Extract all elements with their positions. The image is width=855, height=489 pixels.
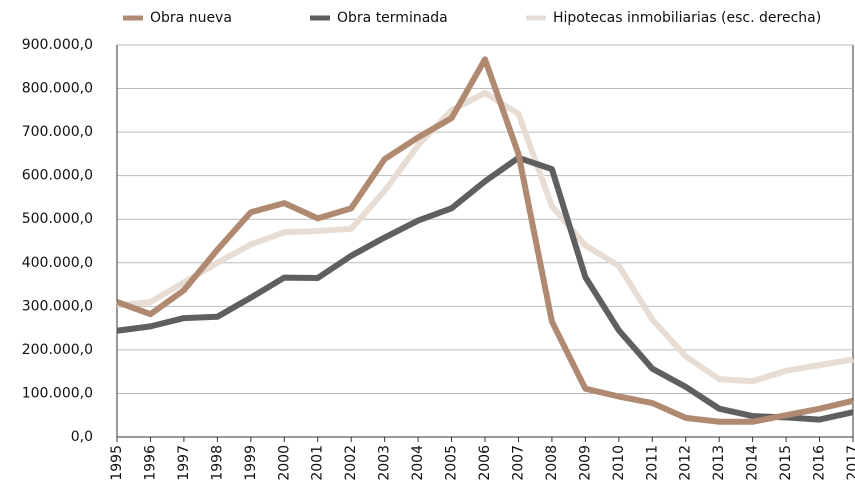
- x-tick-label: 1997: [176, 445, 192, 481]
- series-line: [116, 154, 854, 423]
- series-line: [116, 89, 854, 385]
- x-tick-label: 2007: [510, 445, 526, 481]
- series-line: [115, 56, 854, 425]
- x-tick-label: 2016: [812, 445, 828, 481]
- y-tick-label: 800.000,0: [22, 81, 93, 97]
- x-tick-label: 1998: [209, 445, 225, 481]
- x-tick-label: 2004: [410, 445, 426, 481]
- y-tick-label: 200.000,0: [22, 342, 93, 358]
- legend-label: Obra terminada: [337, 10, 448, 26]
- x-tick-label: 2015: [778, 445, 794, 481]
- y-tick-label: 500.000,0: [22, 211, 93, 227]
- y-tick-label: 900.000,0: [22, 37, 93, 53]
- x-tick-label: 2006: [477, 445, 493, 481]
- x-tick-label: 2000: [276, 445, 292, 481]
- y-tick-label: 0,0: [71, 429, 93, 445]
- x-tick-label: 2003: [377, 445, 393, 481]
- x-tick-label: 2002: [343, 445, 359, 481]
- x-tick-label: 2013: [711, 445, 727, 481]
- legend-label: Obra nueva: [150, 10, 232, 26]
- x-tick-label: 2005: [444, 445, 460, 481]
- x-tick-label: 2014: [745, 445, 761, 481]
- x-tick-label: 1996: [142, 445, 158, 481]
- x-tick-label: 2010: [611, 445, 627, 481]
- x-tick-label: 1999: [243, 445, 259, 481]
- x-tick-label: 2008: [544, 445, 560, 481]
- x-tick-label: 2012: [678, 445, 694, 481]
- x-tick-label: 1995: [109, 445, 125, 481]
- x-tick-label: 2001: [310, 445, 326, 481]
- y-tick-label: 600.000,0: [22, 168, 93, 184]
- y-tick-label: 300.000,0: [22, 298, 93, 314]
- x-tick-label: 2009: [577, 445, 593, 481]
- legend-label: Hipotecas inmobiliarias (esc. derecha): [553, 10, 821, 26]
- x-tick-label: 2017: [845, 445, 855, 481]
- y-tick-label: 100.000,0: [22, 385, 93, 401]
- x-tick-label: 2011: [644, 445, 660, 481]
- y-tick-label: 400.000,0: [22, 255, 93, 271]
- y-tick-label: 700.000,0: [22, 124, 93, 140]
